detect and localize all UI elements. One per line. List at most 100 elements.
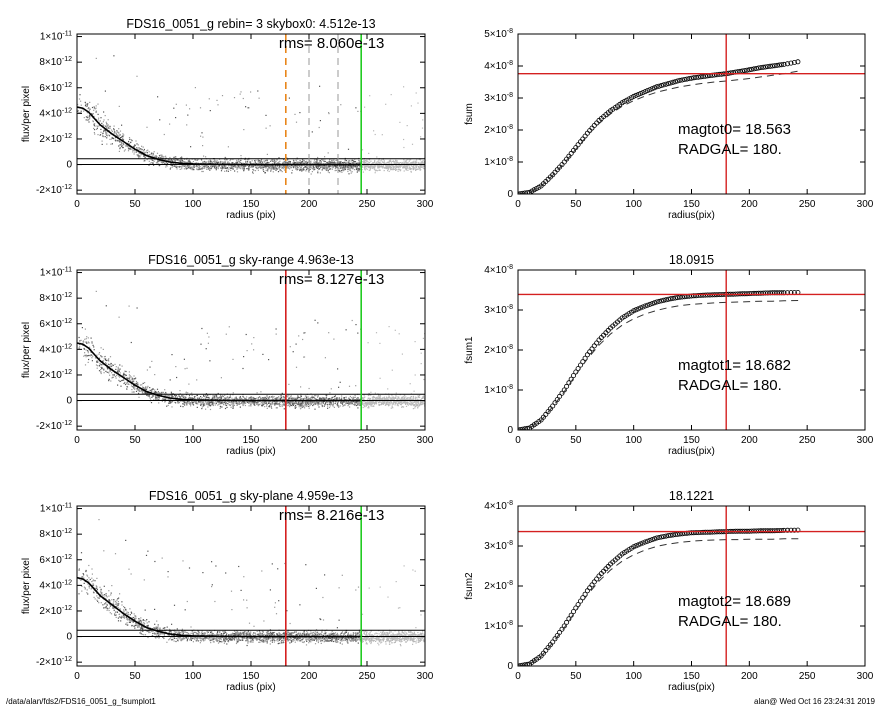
- data-point: [361, 402, 363, 404]
- data-point: [396, 398, 398, 401]
- data-point: [342, 169, 344, 171]
- data-point: [238, 398, 240, 400]
- data-point: [267, 164, 269, 167]
- data-point: [257, 159, 259, 161]
- data-point: [211, 165, 213, 167]
- data-point: [381, 398, 383, 400]
- data-point: [98, 357, 101, 359]
- data-point: [87, 350, 89, 352]
- data-point: [283, 396, 285, 399]
- data-point: [147, 154, 149, 156]
- data-point: [388, 160, 390, 162]
- data-point: [295, 405, 297, 407]
- data-point: [218, 403, 220, 405]
- data-point: [649, 86, 655, 92]
- data-point: [340, 104, 342, 106]
- data-point: [225, 166, 227, 168]
- data-point: [322, 167, 324, 169]
- data-point: [384, 167, 386, 169]
- data-point: [399, 170, 401, 172]
- data-point: [329, 402, 331, 404]
- data-point: [122, 138, 124, 140]
- data-point: [247, 159, 249, 161]
- data-point: [415, 396, 417, 398]
- data-point: [368, 162, 370, 164]
- data-point: [228, 401, 230, 403]
- data-point: [323, 166, 325, 168]
- data-point: [126, 378, 128, 380]
- data-point: [163, 156, 165, 158]
- data-point: [354, 394, 356, 396]
- data-point: [398, 399, 400, 401]
- data-point: [88, 107, 90, 109]
- data-point: [87, 103, 89, 105]
- data-point: [126, 381, 129, 383]
- data-point: [228, 162, 230, 164]
- data-point: [383, 396, 385, 398]
- data-point: [106, 123, 108, 125]
- data-point: [313, 402, 315, 404]
- data-point: [352, 166, 355, 168]
- data-point: [415, 169, 418, 171]
- data-point: [328, 398, 330, 400]
- data-point: [307, 396, 309, 398]
- data-point: [196, 165, 198, 167]
- data-point: [326, 161, 328, 163]
- data-point: [348, 162, 351, 164]
- data-point: [254, 160, 256, 162]
- data-point: [340, 167, 342, 169]
- data-point: [97, 134, 99, 136]
- data-point: [348, 165, 350, 167]
- data-point: [152, 152, 154, 154]
- data-point: [151, 155, 153, 157]
- data-point: [291, 169, 293, 171]
- data-point: [95, 364, 98, 366]
- data-point: [362, 397, 364, 399]
- data-point: [254, 161, 256, 163]
- data-point: [392, 169, 394, 171]
- data-point: [409, 400, 411, 403]
- data-point: [274, 398, 276, 400]
- data-point: [338, 167, 340, 169]
- data-point: [314, 168, 316, 170]
- data-point: [336, 405, 339, 407]
- data-point: [333, 338, 335, 340]
- data-point: [401, 398, 403, 400]
- data-point: [264, 398, 266, 400]
- data-point: [148, 151, 150, 153]
- data-point: [150, 162, 152, 164]
- data-point: [760, 64, 766, 70]
- data-point: [552, 169, 558, 175]
- data-point: [151, 153, 153, 155]
- data-point: [409, 403, 411, 406]
- data-point: [306, 167, 308, 169]
- data-point: [125, 145, 127, 147]
- data-point: [106, 128, 108, 130]
- data-point: [141, 384, 143, 386]
- data-point: [712, 72, 718, 78]
- data-point: [366, 159, 368, 161]
- data-point: [215, 165, 217, 167]
- data-point: [297, 396, 299, 398]
- data-point: [388, 166, 390, 168]
- data-point: [292, 165, 294, 167]
- data-point: [243, 356, 245, 358]
- data-point: [132, 386, 134, 388]
- data-point: [129, 143, 131, 145]
- data-point: [81, 108, 83, 110]
- data-point: [158, 155, 161, 157]
- data-point: [415, 165, 417, 167]
- data-point: [333, 406, 335, 408]
- data-point: [110, 365, 112, 368]
- data-point: [181, 159, 183, 161]
- data-point: [362, 162, 364, 164]
- data-point: [336, 159, 338, 161]
- data-point: [122, 373, 125, 375]
- data-point: [192, 168, 194, 170]
- data-point: [303, 356, 306, 358]
- data-point: [257, 90, 259, 92]
- data-point: [221, 95, 224, 97]
- data-point: [222, 404, 225, 406]
- data-point: [208, 168, 210, 170]
- data-point: [95, 57, 97, 59]
